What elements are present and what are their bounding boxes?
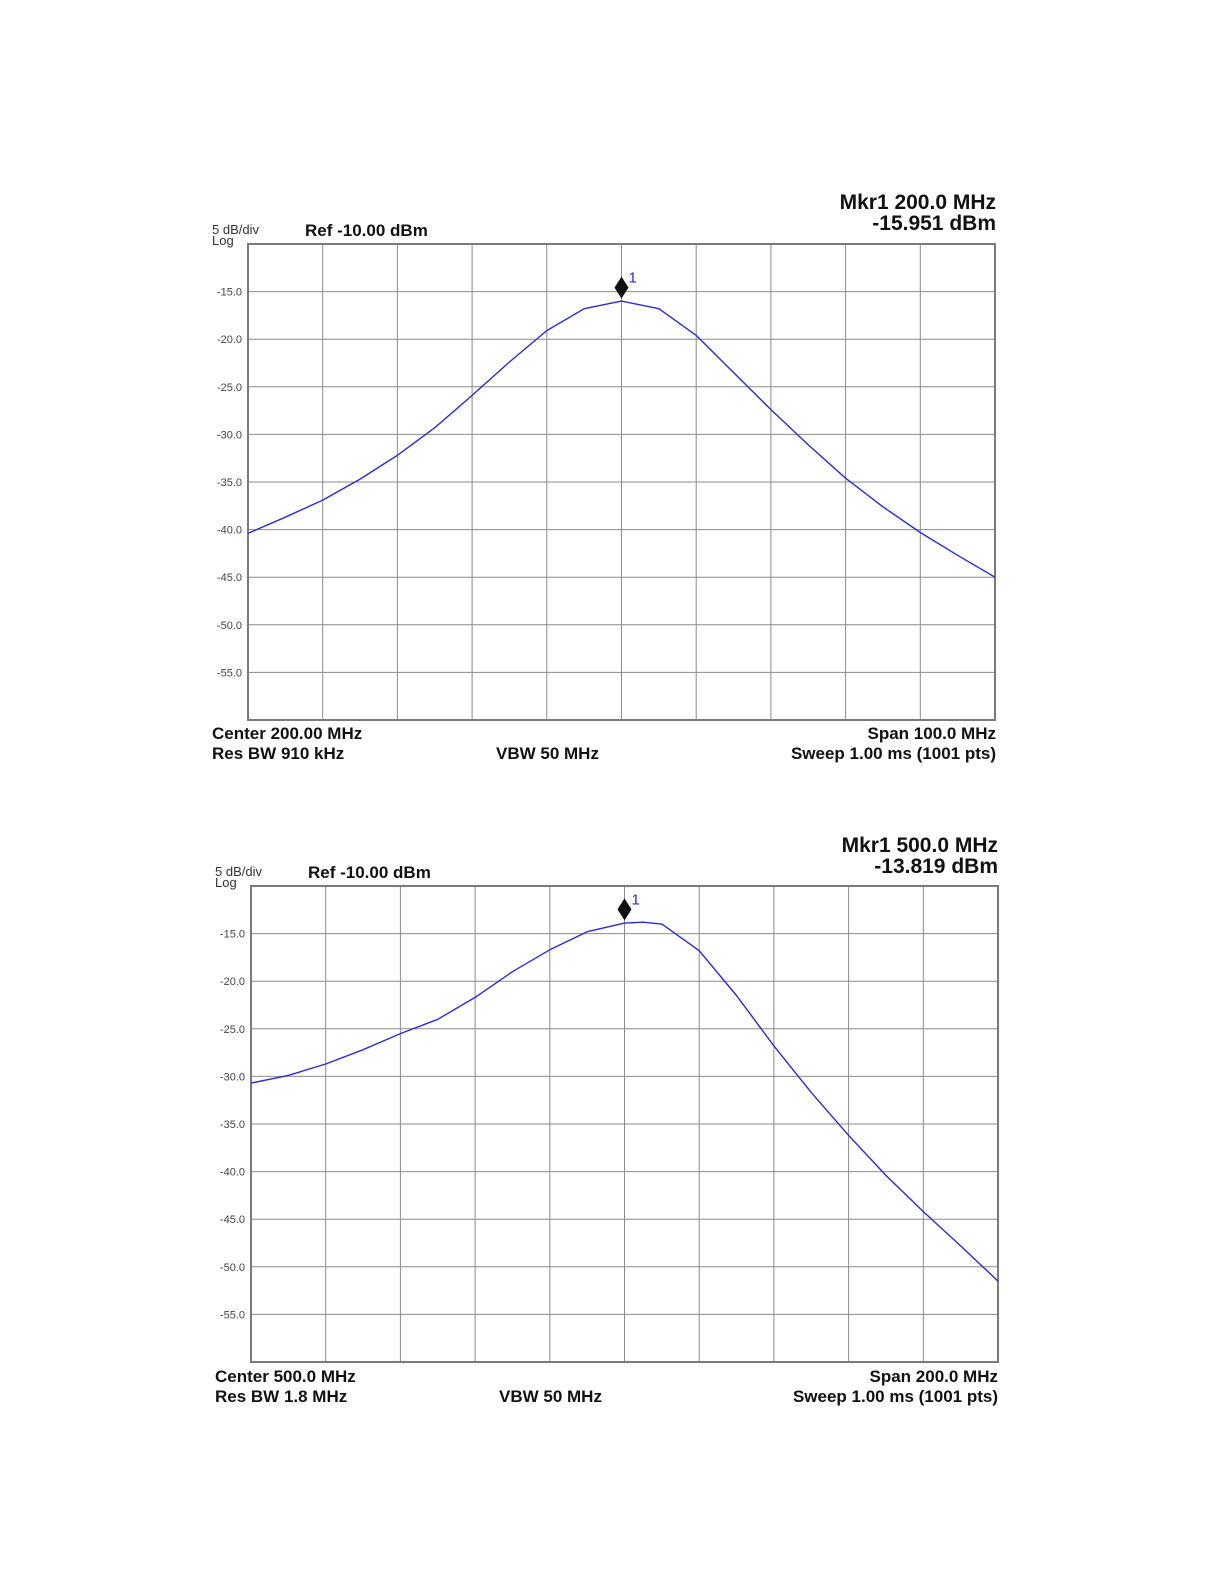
y-tick-label: -20.0 <box>217 334 242 346</box>
y-tick-label: -35.0 <box>217 477 242 489</box>
marker-number: 1 <box>629 270 637 287</box>
marker-readout: Mkr1 500.0 MHz -13.819 dBm <box>842 835 998 877</box>
spectrum-panel-2: Mkr1 500.0 MHz -13.819 dBm 5 dB/div Log … <box>0 0 1224 1406</box>
y-tick-label: -40.0 <box>217 525 242 537</box>
video-bandwidth: VBW 50 MHz <box>499 1387 602 1406</box>
marker-amplitude: -13.819 dBm <box>874 855 998 878</box>
y-tick-label: -15.0 <box>217 287 242 299</box>
marker-diamond <box>617 898 632 921</box>
marker-number: 1 <box>632 891 640 908</box>
trace-line <box>250 921 999 1282</box>
ref-level: Ref -10.00 dBm <box>305 221 428 240</box>
scale-label: 5 dB/div Log <box>215 864 262 890</box>
grid <box>248 244 995 720</box>
y-tick-label: -30.0 <box>220 1071 245 1083</box>
marker-readout: Mkr1 200.0 MHz -15.951 dBm <box>840 192 996 234</box>
resolution-bandwidth: Res BW 1.8 MHz <box>215 1387 348 1406</box>
scale-per-div: 5 dB/div <box>215 864 262 879</box>
plot-frame <box>247 243 996 721</box>
y-tick-label: -55.0 <box>220 1309 245 1321</box>
scale-type: Log <box>215 875 237 890</box>
plot-frame <box>250 885 999 1363</box>
video-bandwidth: VBW 50 MHz <box>496 744 599 763</box>
y-tick-label: -40.0 <box>220 1167 245 1179</box>
y-tick-label: -55.0 <box>217 667 242 679</box>
span: Span 100.0 MHz <box>867 724 997 743</box>
center-frequency: Center 500.0 MHz <box>215 1367 356 1386</box>
span: Span 200.0 MHz <box>869 1367 999 1386</box>
trace-line <box>247 300 996 578</box>
y-tick-label: -30.0 <box>217 429 242 441</box>
spectrum-panel-1: Mkr1 200.0 MHz -15.951 dBm 5 dB/div Log … <box>0 0 1224 763</box>
y-tick-label: -45.0 <box>220 1214 245 1226</box>
y-tick-label: -15.0 <box>220 929 245 941</box>
y-tick-label: -35.0 <box>220 1119 245 1131</box>
y-tick-label: -45.0 <box>217 572 242 584</box>
y-tick-label: -25.0 <box>217 382 242 394</box>
grid <box>251 886 998 1362</box>
marker-amplitude: -15.951 dBm <box>872 212 996 235</box>
sweep-time: Sweep 1.00 ms (1001 pts) <box>792 1387 998 1406</box>
sweep-time: Sweep 1.00 ms (1001 pts) <box>790 744 996 763</box>
y-tick-label: -25.0 <box>220 1024 245 1036</box>
scale-type: Log <box>212 233 234 248</box>
marker-diamond <box>614 276 629 299</box>
resolution-bandwidth: Res BW 910 kHz <box>212 744 345 763</box>
spectrum-plot-1: -15.0 -20.0 -25.0 -30.0 -35.0 -40.0 -45.0 -50.0… <box>217 243 996 721</box>
ref-level: Ref -10.00 dBm <box>308 863 431 882</box>
scale-label: 5 dB/div Log <box>212 222 259 248</box>
y-tick-label: -20.0 <box>220 976 245 988</box>
y-tick-label: -50.0 <box>220 1262 245 1274</box>
spectrum-plot-2: -15.0 -20.0 -25.0 -30.0 -35.0 -40.0 -45.0 -50.0… <box>220 885 999 1363</box>
marker-frequency: Mkr1 200.0 MHz <box>839 191 996 214</box>
y-tick-label: -50.0 <box>217 620 242 632</box>
marker-frequency: Mkr1 500.0 MHz <box>841 834 998 857</box>
center-frequency: Center 200.00 MHz <box>212 724 363 743</box>
scale-per-div: 5 dB/div <box>212 222 259 237</box>
